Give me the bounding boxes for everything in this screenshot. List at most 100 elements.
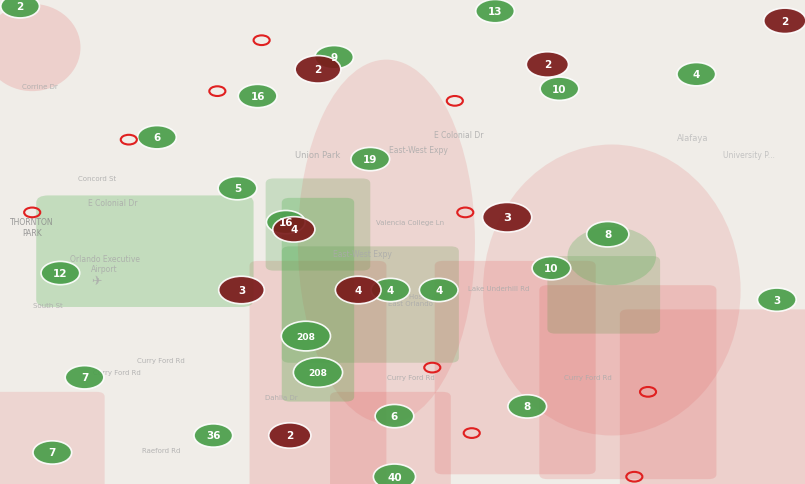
- Text: 10: 10: [544, 264, 559, 273]
- Circle shape: [269, 423, 311, 448]
- Text: E Colonial Dr: E Colonial Dr: [434, 131, 484, 140]
- Text: 16: 16: [279, 218, 293, 227]
- Text: Lake Underhill Rd: Lake Underhill Rd: [469, 285, 530, 291]
- Circle shape: [532, 257, 571, 280]
- Text: 208: 208: [296, 332, 316, 341]
- Text: 13: 13: [488, 7, 502, 17]
- FancyBboxPatch shape: [539, 286, 716, 479]
- Ellipse shape: [0, 5, 80, 92]
- Text: 2: 2: [314, 65, 322, 75]
- Text: THORNTON
PARK: THORNTON PARK: [10, 218, 54, 237]
- Text: 4: 4: [435, 286, 443, 295]
- Text: ✈: ✈: [91, 274, 102, 287]
- Text: Alafaya: Alafaya: [676, 134, 708, 142]
- Text: 3: 3: [773, 295, 781, 305]
- Text: 3: 3: [237, 286, 246, 295]
- Circle shape: [194, 424, 233, 447]
- Circle shape: [219, 277, 264, 304]
- Circle shape: [238, 85, 277, 108]
- Text: 4: 4: [290, 225, 298, 235]
- FancyBboxPatch shape: [620, 310, 805, 484]
- Circle shape: [336, 277, 381, 304]
- Circle shape: [281, 321, 331, 351]
- Text: Valencia College Ln: Valencia College Ln: [377, 220, 444, 226]
- Text: 7: 7: [48, 448, 56, 457]
- FancyBboxPatch shape: [0, 392, 105, 484]
- Circle shape: [41, 262, 80, 285]
- Ellipse shape: [568, 227, 656, 286]
- FancyBboxPatch shape: [330, 392, 451, 484]
- Text: 6: 6: [153, 133, 161, 143]
- Text: Union Park: Union Park: [295, 151, 341, 159]
- Text: Curry Ford Rd: Curry Ford Rd: [93, 370, 141, 376]
- Circle shape: [315, 46, 353, 70]
- Circle shape: [371, 279, 410, 302]
- Text: 5: 5: [233, 184, 242, 194]
- Text: 8: 8: [523, 402, 531, 411]
- Text: 4: 4: [386, 286, 394, 295]
- Circle shape: [1, 0, 39, 19]
- Circle shape: [138, 126, 176, 150]
- Ellipse shape: [483, 145, 741, 436]
- Circle shape: [266, 211, 305, 234]
- Circle shape: [587, 222, 629, 247]
- FancyBboxPatch shape: [266, 179, 370, 271]
- Text: 19: 19: [363, 155, 378, 165]
- Text: Corrine Dr: Corrine Dr: [23, 84, 58, 90]
- Text: E Colonial Dr: E Colonial Dr: [88, 199, 138, 208]
- FancyBboxPatch shape: [435, 261, 596, 474]
- Text: 208: 208: [308, 368, 328, 377]
- Text: 2: 2: [286, 431, 294, 440]
- Text: Raeford Rd: Raeford Rd: [142, 447, 180, 453]
- Text: East-West Expy: East-West Expy: [389, 146, 448, 154]
- Text: Dahlia Dr: Dahlia Dr: [266, 394, 298, 400]
- Text: 2: 2: [781, 17, 789, 27]
- Text: Curry Ford Rd: Curry Ford Rd: [564, 375, 612, 380]
- Text: 12: 12: [53, 269, 68, 278]
- Circle shape: [540, 78, 579, 101]
- Text: 36: 36: [206, 431, 221, 440]
- FancyBboxPatch shape: [250, 261, 386, 484]
- FancyBboxPatch shape: [36, 196, 254, 307]
- Text: 8: 8: [604, 230, 612, 240]
- Ellipse shape: [298, 60, 475, 424]
- Text: 7: 7: [80, 373, 89, 382]
- Circle shape: [33, 441, 72, 464]
- Circle shape: [374, 464, 415, 484]
- Circle shape: [419, 279, 458, 302]
- Text: East-West Expy: East-West Expy: [332, 250, 392, 258]
- Circle shape: [758, 288, 796, 312]
- Text: 4: 4: [354, 286, 362, 295]
- Circle shape: [293, 358, 343, 388]
- Text: 10: 10: [552, 85, 567, 94]
- Circle shape: [375, 405, 414, 428]
- Circle shape: [526, 53, 568, 78]
- Circle shape: [65, 366, 104, 389]
- Text: South St: South St: [34, 302, 63, 308]
- Text: 4: 4: [692, 70, 700, 80]
- Circle shape: [273, 217, 315, 242]
- FancyBboxPatch shape: [547, 257, 660, 334]
- Text: 16: 16: [250, 92, 265, 102]
- Text: 40: 40: [387, 472, 402, 482]
- Text: 2: 2: [16, 2, 24, 12]
- Circle shape: [351, 148, 390, 171]
- FancyBboxPatch shape: [282, 247, 459, 363]
- Circle shape: [482, 203, 532, 233]
- Text: Curry Ford Rd: Curry Ford Rd: [137, 358, 185, 363]
- Text: Florida Hospital
East Orlando: Florida Hospital East Orlando: [383, 294, 438, 306]
- Text: 3: 3: [503, 213, 511, 223]
- Circle shape: [218, 177, 257, 200]
- Circle shape: [476, 0, 514, 24]
- Text: Orlando Executive
Airport: Orlando Executive Airport: [70, 254, 139, 273]
- Circle shape: [295, 57, 341, 84]
- Text: 6: 6: [390, 411, 398, 421]
- Text: University P...: University P...: [723, 151, 774, 159]
- Text: Concord St: Concord St: [77, 176, 116, 182]
- Circle shape: [677, 63, 716, 87]
- Text: 9: 9: [331, 53, 337, 63]
- Circle shape: [764, 9, 805, 34]
- FancyBboxPatch shape: [282, 198, 354, 402]
- Circle shape: [508, 395, 547, 418]
- Text: 2: 2: [543, 60, 551, 70]
